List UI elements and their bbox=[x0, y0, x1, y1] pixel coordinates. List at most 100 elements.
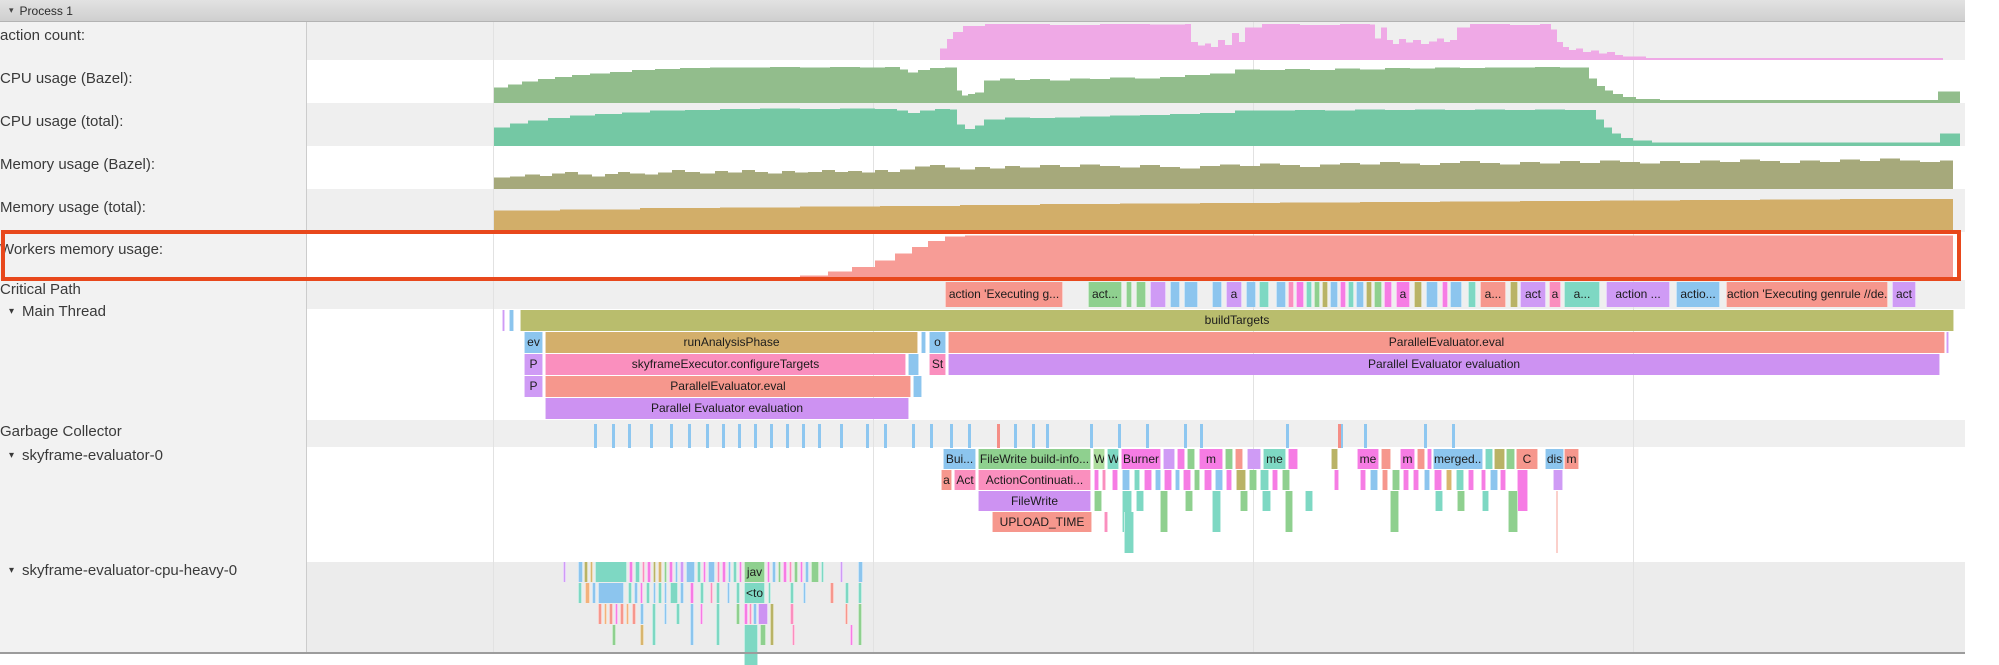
skyframe-evaluator-cpu-heavy-0-slice[interactable] bbox=[615, 604, 618, 624]
skyframe-evaluator-0-slice[interactable]: me bbox=[1357, 449, 1379, 469]
skyframe-evaluator-cpu-heavy-0-slice[interactable] bbox=[716, 604, 720, 645]
critical-path-slice[interactable] bbox=[1296, 282, 1304, 307]
skyframe-evaluator-0-slice[interactable] bbox=[1485, 449, 1493, 469]
skyframe-evaluator-cpu-heavy-0-slice[interactable] bbox=[770, 604, 774, 645]
main-thread-slice[interactable]: Parallel Evaluator evaluation bbox=[545, 398, 909, 419]
skyframe-evaluator-0-slice[interactable] bbox=[1331, 449, 1338, 469]
skyframe-evaluator-cpu-heavy-0-slice[interactable] bbox=[811, 562, 819, 582]
skyframe-evaluator-0-slice[interactable] bbox=[1481, 470, 1486, 490]
skyframe-evaluator-cpu-heavy-0-slice[interactable] bbox=[635, 562, 640, 582]
critical-path-slice[interactable] bbox=[1288, 282, 1294, 307]
critical-path-slice[interactable] bbox=[1126, 282, 1132, 307]
skyframe-evaluator-cpu-heavy-0-slice[interactable] bbox=[604, 604, 607, 624]
skyframe-evaluator-0-slice[interactable] bbox=[1102, 470, 1106, 490]
skyframe-evaluator-0-slice[interactable] bbox=[1334, 470, 1339, 490]
critical-path-slice[interactable] bbox=[1450, 282, 1462, 307]
critical-path-slice[interactable] bbox=[1414, 282, 1422, 307]
skyframe-evaluator-cpu-heavy-0-slice[interactable] bbox=[592, 583, 596, 603]
skyframe-evaluator-0-slice[interactable] bbox=[1175, 470, 1180, 490]
skyframe-evaluator-cpu-heavy-0-slice[interactable] bbox=[717, 562, 720, 582]
skyframe-evaluator-0-slice[interactable]: Act bbox=[954, 470, 976, 490]
critical-path-slice[interactable] bbox=[1259, 282, 1269, 307]
skyframe-evaluator-cpu-heavy-0-slice[interactable] bbox=[598, 604, 602, 624]
gc-event-tick[interactable] bbox=[884, 424, 887, 448]
skyframe-evaluator-0-slice[interactable] bbox=[1553, 470, 1563, 490]
critical-path-slice[interactable]: action 'Executing genrule //de... bbox=[1726, 282, 1888, 307]
skyframe-evaluator-cpu-heavy-0-slice[interactable] bbox=[640, 604, 644, 624]
skyframe-evaluator-cpu-heavy-0-slice[interactable] bbox=[598, 583, 624, 603]
skyframe-evaluator-cpu-heavy-0-slice[interactable] bbox=[590, 562, 593, 582]
skyframe-evaluator-0-slice[interactable] bbox=[1424, 470, 1430, 490]
skyframe-evaluator-cpu-heavy-0-slice[interactable] bbox=[744, 625, 758, 665]
skyframe-evaluator-0-slice[interactable] bbox=[1392, 470, 1400, 490]
skyframe-evaluator-0-slice[interactable] bbox=[1456, 470, 1464, 490]
collapse-arrow-icon[interactable]: ▾ bbox=[9, 565, 15, 576]
gc-event-tick[interactable] bbox=[912, 424, 915, 448]
skyframe-evaluator-0-slice[interactable] bbox=[1122, 491, 1132, 532]
skyframe-evaluator-cpu-heavy-0-slice[interactable] bbox=[800, 562, 803, 582]
counter-chart-cpu-usage-bazel[interactable] bbox=[307, 60, 1965, 103]
skyframe-evaluator-0-slice[interactable] bbox=[1381, 449, 1391, 469]
skyframe-evaluator-0-slice[interactable] bbox=[1144, 470, 1152, 490]
skyframe-evaluator-0-slice[interactable] bbox=[1288, 449, 1298, 469]
skyframe-evaluator-0-slice[interactable] bbox=[1482, 491, 1489, 511]
main-thread-slice[interactable] bbox=[921, 332, 926, 353]
skyframe-evaluator-cpu-heavy-0-slice[interactable] bbox=[739, 562, 742, 582]
skyframe-evaluator-0-slice[interactable] bbox=[1417, 449, 1425, 469]
gc-event-tick[interactable] bbox=[738, 424, 741, 448]
skyframe-evaluator-0-slice[interactable] bbox=[1122, 470, 1130, 490]
skyframe-evaluator-0-slice[interactable]: W bbox=[1093, 449, 1105, 469]
skyframe-evaluator-cpu-heavy-0-slice[interactable] bbox=[658, 562, 662, 582]
skyframe-evaluator-0-slice[interactable] bbox=[1272, 470, 1278, 490]
skyframe-evaluator-0-slice[interactable] bbox=[1204, 470, 1212, 490]
skyframe-evaluator-cpu-heavy-0-slice[interactable] bbox=[640, 625, 644, 645]
gc-event-tick[interactable] bbox=[1286, 424, 1289, 448]
skyframe-evaluator-0-slice[interactable]: Bui... bbox=[943, 449, 976, 469]
skyframe-evaluator-0-slice[interactable] bbox=[1185, 491, 1193, 511]
skyframe-evaluator-cpu-heavy-0-slice[interactable] bbox=[670, 583, 678, 603]
skyframe-evaluator-0-slice[interactable] bbox=[1134, 470, 1140, 490]
skyframe-evaluator-cpu-heavy-0-slice[interactable] bbox=[840, 562, 843, 582]
gc-event-tick[interactable] bbox=[786, 424, 789, 448]
skyframe-evaluator-cpu-heavy-0-slice[interactable] bbox=[736, 583, 740, 603]
gc-event-tick[interactable] bbox=[950, 424, 953, 448]
skyframe-evaluator-cpu-heavy-0-slice[interactable] bbox=[790, 583, 794, 603]
skyframe-evaluator-cpu-heavy-0-slice[interactable] bbox=[629, 562, 633, 582]
gc-event-tick[interactable] bbox=[1200, 424, 1203, 448]
skyframe-evaluator-cpu-heavy-0-slice[interactable] bbox=[727, 583, 730, 603]
skyframe-evaluator-0-slice[interactable]: C bbox=[1516, 449, 1538, 469]
skyframe-evaluator-0-slice[interactable]: FileWrite build-info... bbox=[978, 449, 1091, 469]
counter-chart-workers-memory-usage[interactable] bbox=[307, 232, 1965, 280]
critical-path-slice[interactable]: act... bbox=[1088, 282, 1122, 307]
critical-path-slice[interactable] bbox=[1374, 282, 1382, 307]
critical-path-slice[interactable] bbox=[1276, 282, 1286, 307]
gc-event-tick[interactable] bbox=[628, 424, 631, 448]
skyframe-evaluator-0-slice[interactable] bbox=[1427, 449, 1432, 469]
skyframe-evaluator-cpu-heavy-0-slice[interactable] bbox=[722, 562, 726, 582]
skyframe-evaluator-cpu-heavy-0-slice[interactable] bbox=[858, 604, 862, 645]
skyframe-evaluator-0-slice[interactable] bbox=[1490, 470, 1498, 490]
skyframe-evaluator-0-slice[interactable] bbox=[1136, 491, 1144, 511]
skyframe-evaluator-cpu-heavy-0-slice[interactable] bbox=[653, 562, 656, 582]
skyframe-evaluator-0-slice[interactable] bbox=[1556, 491, 1558, 553]
gc-event-tick[interactable] bbox=[1452, 424, 1455, 448]
skyframe-evaluator-0-slice[interactable] bbox=[1236, 470, 1246, 490]
skyframe-evaluator-0-slice[interactable] bbox=[1247, 449, 1261, 469]
skyframe-evaluator-cpu-heavy-0-slice[interactable] bbox=[830, 583, 834, 603]
skyframe-evaluator-cpu-heavy-0-slice[interactable] bbox=[792, 625, 795, 645]
counter-chart-action-count[interactable] bbox=[307, 22, 1965, 60]
skyframe-evaluator-0-slice[interactable] bbox=[1249, 470, 1257, 490]
skyframe-evaluator-cpu-heavy-0-slice[interactable] bbox=[626, 604, 629, 624]
gc-event-tick[interactable] bbox=[612, 424, 615, 448]
skyframe-evaluator-cpu-heavy-0-slice[interactable] bbox=[716, 583, 720, 603]
skyframe-evaluator-cpu-heavy-0-slice[interactable] bbox=[744, 604, 748, 624]
skyframe-evaluator-cpu-heavy-0-slice[interactable] bbox=[595, 562, 627, 582]
skyframe-evaluator-0-slice[interactable]: m bbox=[1564, 449, 1579, 469]
skyframe-evaluator-cpu-heavy-0-slice[interactable] bbox=[612, 625, 616, 645]
skyframe-evaluator-0-slice[interactable]: a bbox=[941, 470, 952, 490]
skyframe-evaluator-cpu-heavy-0-slice[interactable] bbox=[850, 625, 853, 645]
critical-path-slice[interactable] bbox=[1340, 282, 1346, 307]
main-thread-slice[interactable]: ParallelEvaluator.eval bbox=[948, 332, 1945, 353]
skyframe-evaluator-cpu-heavy-0-slice[interactable] bbox=[697, 562, 701, 582]
skyframe-evaluator-0-slice[interactable] bbox=[1517, 470, 1528, 511]
